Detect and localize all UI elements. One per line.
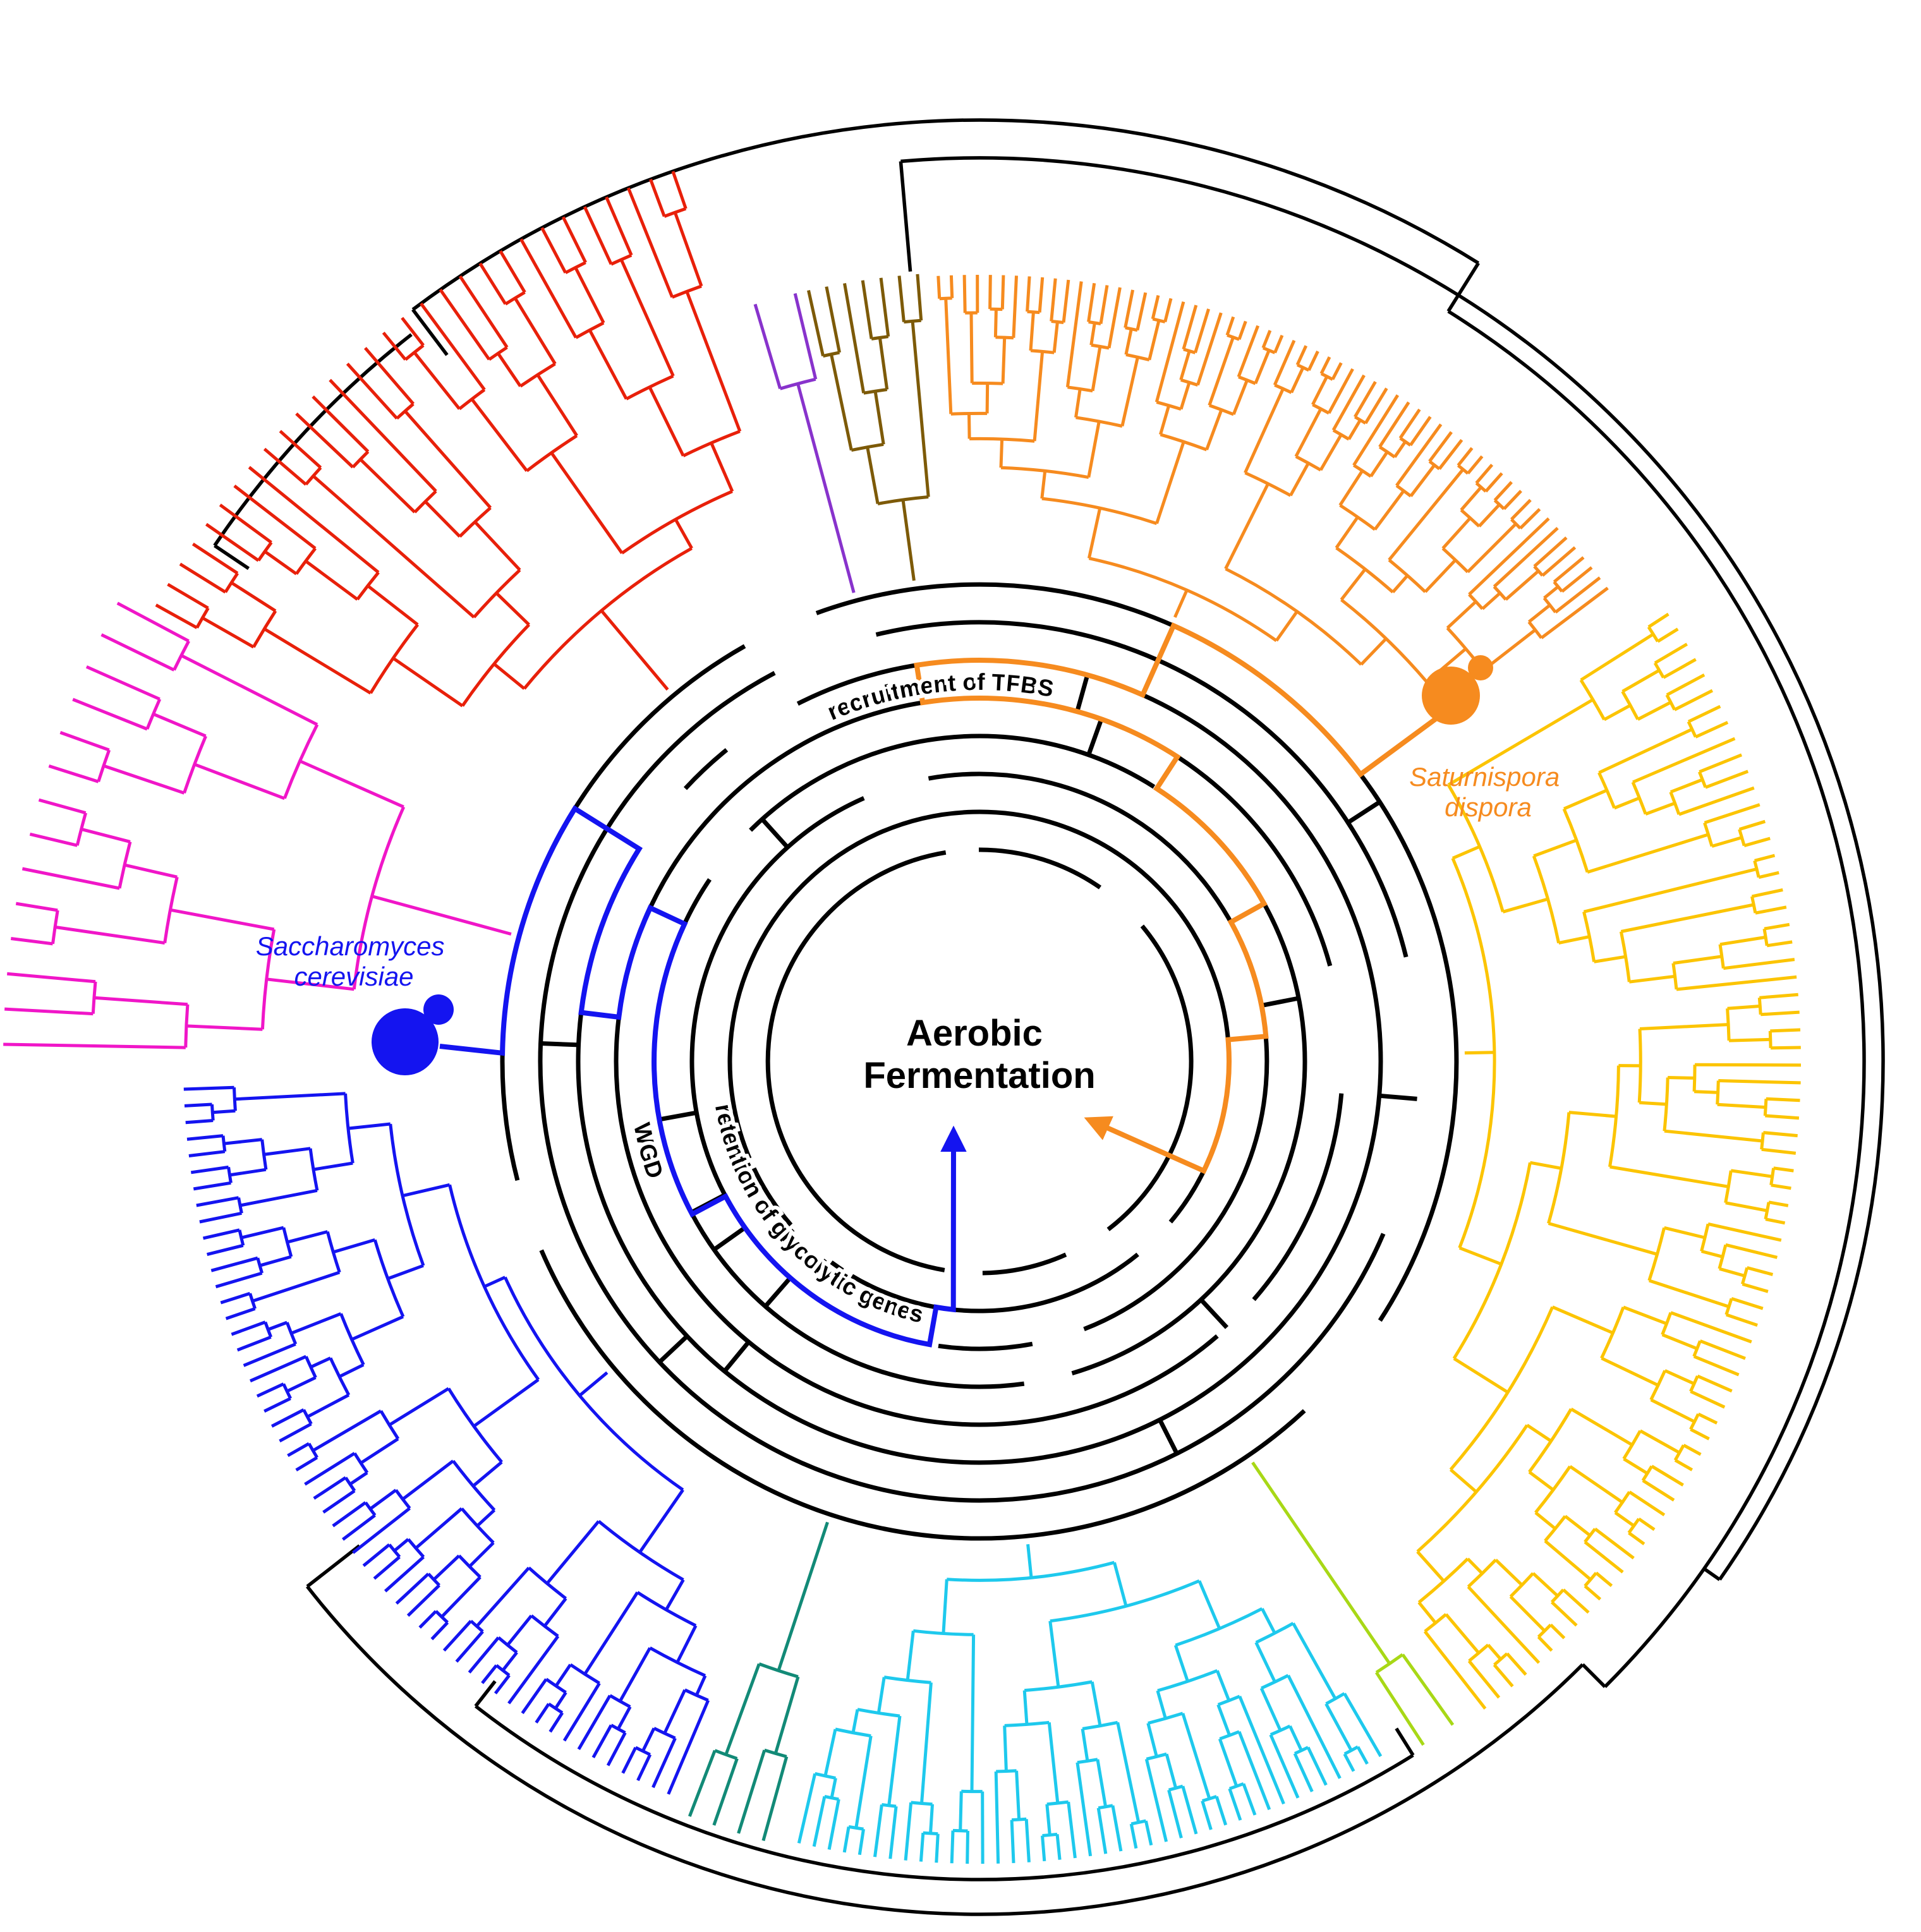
clade-yellow: [1416, 612, 1802, 1710]
annotation-retention-glycolytic: retention of glycolytic genes: [710, 1102, 926, 1327]
species-label-line: cerevisiae: [294, 962, 413, 991]
center-label-aerobic-fermentation: Aerobic Fermentation: [863, 1013, 1095, 1096]
orange-highlight-path: [914, 622, 1455, 1174]
center-label-line1: Aerobic: [906, 1013, 1043, 1054]
species-label-line: Saturnispora: [1409, 762, 1560, 792]
outer-backbone: [213, 118, 1885, 1916]
clade-teal: [688, 1521, 829, 1842]
saturnispora-dispora-yeast-cell-icon: [1422, 655, 1493, 725]
clade-purple: [753, 293, 856, 593]
saturnispora-dispora-label: Saturnispora dispora: [1409, 762, 1567, 822]
species-label-line: dispora: [1445, 792, 1532, 822]
clade-orange: [936, 274, 1609, 684]
species-label-line: Saccharomyces: [256, 931, 445, 961]
clades: [3, 171, 1802, 1864]
clade-yellow-green: [1251, 1461, 1455, 1746]
blue-highlight-path: [439, 805, 967, 1348]
clade-olive: [807, 274, 930, 581]
center-label-line2: Fermentation: [863, 1055, 1095, 1096]
saccharomyces-cerevisiae-yeast-cell-icon: [372, 994, 454, 1075]
clade-cyan: [797, 1543, 1383, 1864]
clade-magenta: [3, 601, 512, 1049]
saccharomyces-cerevisiae-label: Saccharomyces cerevisiae: [256, 931, 452, 991]
clade-blue: [183, 1085, 710, 1795]
clade-red: [155, 171, 742, 708]
